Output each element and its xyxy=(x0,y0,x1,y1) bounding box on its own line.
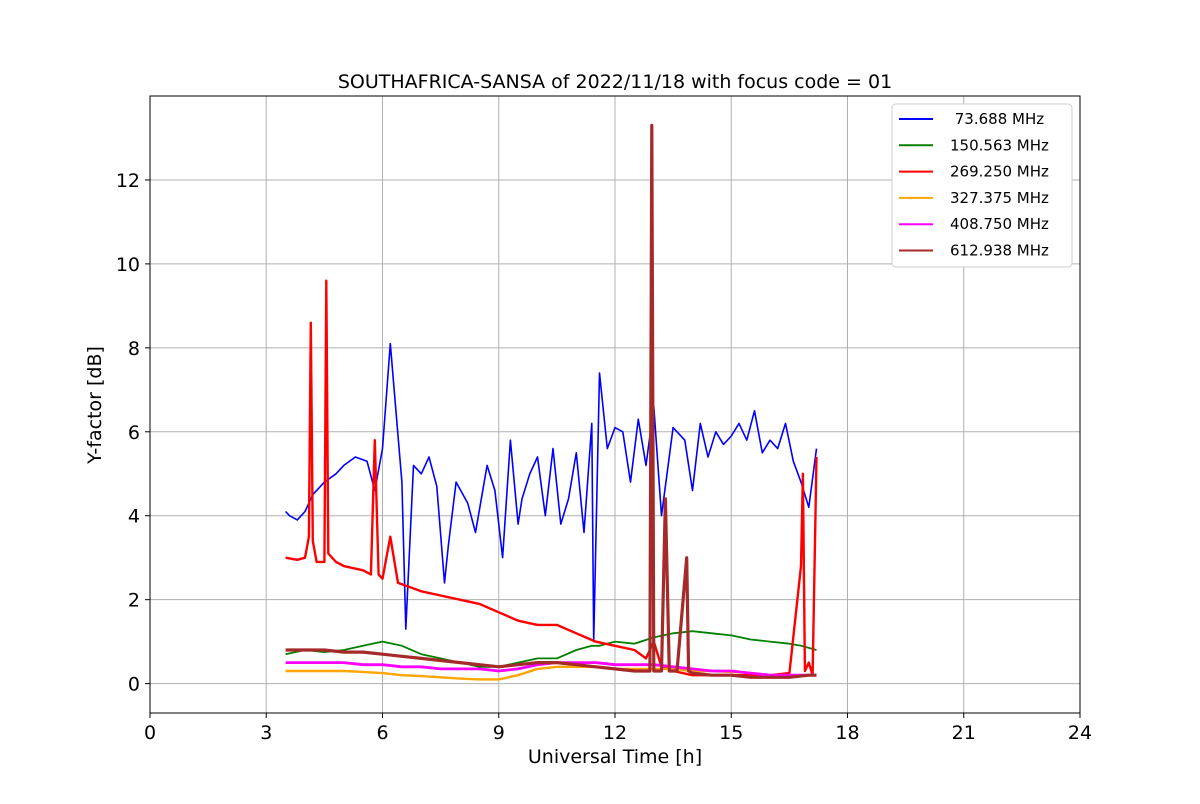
x-tick-label: 12 xyxy=(603,722,627,744)
legend-entries: 73.688 MHz 150.563 MHz 269.250 MHz 327.375 … xyxy=(899,110,1049,260)
x-tick-label: 21 xyxy=(952,722,976,744)
y-tick-label: 0 xyxy=(128,674,140,696)
x-tick-label: 6 xyxy=(376,722,388,744)
legend-label: 327.375 MHz xyxy=(950,189,1049,207)
y-axis-label: Y-factor [dB] xyxy=(84,346,106,465)
legend-label: 612.938 MHz xyxy=(950,242,1049,260)
x-tick-label: 15 xyxy=(719,722,743,744)
series-line xyxy=(285,342,818,643)
y-tick-label: 10 xyxy=(116,254,140,276)
legend-label: 73.688 MHz xyxy=(950,110,1044,128)
y-tick-label: 4 xyxy=(128,506,140,528)
series-line xyxy=(285,630,817,668)
x-tick-label: 18 xyxy=(835,722,859,744)
legend-box xyxy=(891,103,1073,268)
y-tick-label: 6 xyxy=(128,422,140,444)
x-axis-label: Universal Time [h] xyxy=(528,746,702,768)
chart-title: SOUTHAFRICA-SANSA of 2022/11/18 with foc… xyxy=(338,71,892,93)
y-tick-label: 2 xyxy=(128,590,140,612)
x-tick-label: 24 xyxy=(1068,722,1092,744)
y-tick-label: 8 xyxy=(128,338,140,360)
y-tick-label: 12 xyxy=(116,170,140,192)
x-tick-label: 3 xyxy=(260,722,272,744)
series-line xyxy=(285,123,817,679)
legend: 73.688 MHz 150.563 MHz 269.250 MHz 327.375 … xyxy=(891,103,1073,268)
x-tick-label: 0 xyxy=(144,722,156,744)
series-lines xyxy=(285,123,818,681)
legend-label: 269.250 MHz xyxy=(950,163,1049,181)
legend-label: 150.563 MHz xyxy=(950,136,1049,154)
legend-label: 408.750 MHz xyxy=(950,215,1049,233)
x-tick-label: 9 xyxy=(493,722,505,744)
